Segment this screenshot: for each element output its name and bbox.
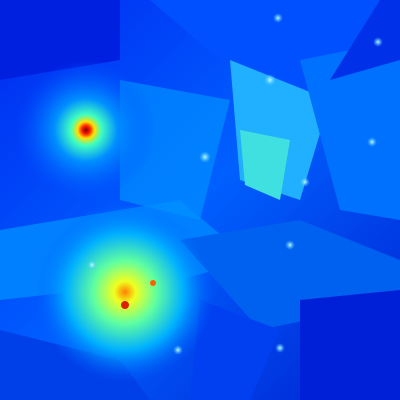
source xyxy=(173,345,183,355)
source xyxy=(300,177,310,187)
facet xyxy=(330,0,400,80)
source xyxy=(285,240,295,250)
facet xyxy=(240,130,290,200)
source xyxy=(367,137,377,147)
facet xyxy=(300,40,400,220)
peak xyxy=(150,280,156,286)
source xyxy=(275,343,285,353)
source xyxy=(373,37,383,47)
sources xyxy=(87,13,383,355)
source xyxy=(87,260,97,270)
facet xyxy=(0,0,120,80)
source xyxy=(264,74,276,86)
facet xyxy=(150,0,400,200)
source xyxy=(273,13,283,23)
peak xyxy=(121,301,129,309)
hot-spot xyxy=(35,202,215,382)
facet xyxy=(300,290,400,400)
hot-spot xyxy=(16,60,156,200)
source xyxy=(199,151,211,163)
facet xyxy=(190,300,280,400)
